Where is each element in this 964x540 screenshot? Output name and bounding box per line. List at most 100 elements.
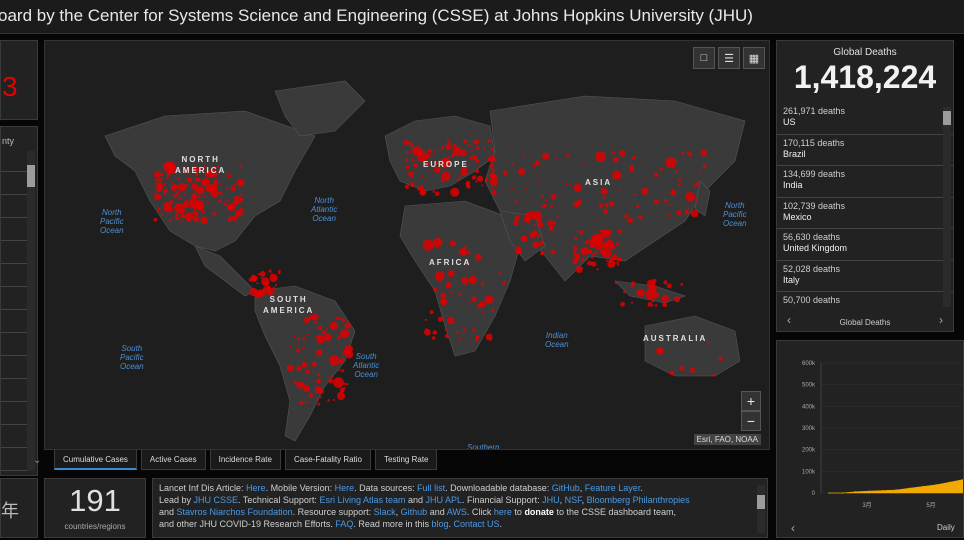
nsf-link[interactable]: NSF	[564, 495, 582, 505]
feature-layer-link[interactable]: Feature Layer	[584, 483, 641, 493]
case-dot[interactable]	[316, 398, 319, 401]
case-dot[interactable]	[592, 239, 596, 243]
case-dot[interactable]	[345, 350, 354, 359]
case-dot[interactable]	[298, 368, 301, 371]
case-dot[interactable]	[579, 230, 584, 235]
mobile-version-link[interactable]: Here	[334, 483, 355, 493]
case-dot[interactable]	[630, 285, 634, 288]
case-dot[interactable]	[617, 257, 622, 262]
case-dot[interactable]	[566, 153, 570, 157]
case-dot[interactable]	[575, 253, 581, 259]
case-dot[interactable]	[513, 219, 519, 226]
case-dot[interactable]	[219, 191, 223, 195]
case-dot[interactable]	[342, 356, 345, 360]
case-dot[interactable]	[321, 330, 327, 335]
case-dot[interactable]	[694, 182, 699, 188]
case-dot[interactable]	[684, 209, 690, 215]
case-dot[interactable]	[604, 244, 607, 248]
case-dot[interactable]	[450, 153, 455, 158]
case-dot[interactable]	[337, 336, 341, 340]
case-dot[interactable]	[177, 177, 181, 181]
case-dot[interactable]	[435, 191, 440, 196]
case-dot[interactable]	[620, 301, 626, 307]
case-dot[interactable]	[254, 290, 263, 299]
case-dot[interactable]	[184, 212, 194, 222]
case-dot[interactable]	[707, 341, 710, 345]
case-dot[interactable]	[518, 168, 526, 176]
list-item[interactable]: 52,028 deaths Italy	[777, 261, 953, 292]
case-dot[interactable]	[469, 156, 473, 160]
case-dot[interactable]	[233, 183, 237, 187]
zoom-in-button[interactable]: +	[741, 391, 761, 411]
case-dot[interactable]	[461, 277, 469, 285]
jhu-csse-link[interactable]: JHU CSSE	[193, 495, 239, 505]
case-dot[interactable]	[537, 219, 542, 223]
jhu-apl-link[interactable]: JHU APL	[425, 495, 463, 505]
case-dot[interactable]	[157, 177, 163, 183]
case-dot[interactable]	[178, 196, 182, 200]
case-dot[interactable]	[406, 152, 409, 155]
case-dot[interactable]	[542, 152, 550, 160]
case-dot[interactable]	[502, 170, 508, 176]
case-dot[interactable]	[545, 199, 548, 202]
case-dot[interactable]	[153, 171, 161, 178]
case-dot[interactable]	[405, 165, 410, 170]
case-dot[interactable]	[441, 171, 451, 181]
case-dot[interactable]	[227, 198, 230, 201]
case-dot[interactable]	[670, 189, 677, 196]
deaths-list[interactable]: 261,971 deaths US 170,115 deaths Brazil 13…	[777, 103, 953, 308]
case-dot[interactable]	[574, 237, 578, 241]
case-dot[interactable]	[417, 188, 420, 191]
case-dot[interactable]	[277, 271, 281, 275]
case-dot[interactable]	[426, 153, 431, 159]
data-sources-link[interactable]: Full list	[417, 483, 446, 493]
case-dot[interactable]	[502, 281, 506, 285]
case-dot[interactable]	[460, 150, 467, 157]
case-dot[interactable]	[317, 325, 323, 331]
slack-link[interactable]: Slack	[373, 507, 396, 517]
case-dot[interactable]	[491, 187, 494, 189]
case-dot[interactable]	[274, 284, 278, 287]
case-dot[interactable]	[457, 178, 460, 182]
case-dot[interactable]	[464, 264, 467, 267]
case-dot[interactable]	[491, 190, 497, 195]
case-dot[interactable]	[410, 181, 414, 185]
list-item[interactable]: 56,630 deaths United Kingdom	[777, 229, 953, 261]
case-dot[interactable]	[540, 195, 544, 199]
case-dot[interactable]	[498, 271, 501, 274]
case-dot[interactable]	[278, 269, 281, 273]
world-map[interactable]: NORTH AMERICA EUROPE ASIA AFRICA SOUTH AME…	[44, 40, 770, 450]
case-dot[interactable]	[176, 190, 179, 194]
case-dot[interactable]	[664, 198, 668, 203]
case-dot[interactable]	[193, 192, 197, 196]
case-dot[interactable]	[210, 186, 214, 190]
data-point[interactable]	[882, 490, 884, 492]
case-dot[interactable]	[576, 199, 582, 205]
case-dot[interactable]	[341, 369, 345, 373]
case-dot[interactable]	[674, 169, 678, 173]
case-dot[interactable]	[425, 328, 428, 331]
case-dot[interactable]	[532, 241, 540, 248]
list-item[interactable]: 170,115 deaths Brazil	[777, 135, 953, 166]
case-dot[interactable]	[278, 294, 281, 297]
case-dot[interactable]	[473, 139, 479, 145]
case-dot[interactable]	[228, 174, 232, 178]
case-dot[interactable]	[316, 378, 321, 384]
case-dot[interactable]	[490, 148, 494, 152]
case-dot[interactable]	[612, 156, 619, 163]
case-dot[interactable]	[239, 164, 242, 168]
case-dot[interactable]	[472, 328, 475, 332]
case-dot[interactable]	[608, 258, 614, 263]
case-dot[interactable]	[444, 334, 449, 339]
case-dot[interactable]	[419, 189, 425, 195]
case-dot[interactable]	[404, 184, 410, 189]
case-dot[interactable]	[588, 181, 590, 184]
case-dot[interactable]	[654, 199, 659, 204]
case-dot[interactable]	[674, 296, 681, 303]
case-dot[interactable]	[459, 247, 468, 256]
case-dot[interactable]	[712, 373, 716, 377]
case-dot[interactable]	[657, 348, 664, 354]
tab-incidence-rate[interactable]: Incidence Rate	[209, 450, 281, 470]
case-dot[interactable]	[343, 382, 346, 385]
case-dot[interactable]	[641, 187, 649, 195]
